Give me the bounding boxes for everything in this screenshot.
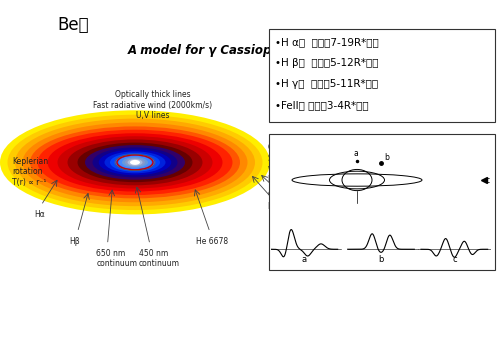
Ellipse shape bbox=[125, 158, 145, 167]
Text: Hβ: Hβ bbox=[69, 237, 80, 245]
Text: e = 0.72: e = 0.72 bbox=[268, 189, 300, 198]
Ellipse shape bbox=[114, 155, 156, 170]
Text: Keplerian
rotation
T(r) ∝ r⁻¹: Keplerian rotation T(r) ∝ r⁻¹ bbox=[12, 157, 49, 187]
Ellipse shape bbox=[85, 145, 185, 180]
Ellipse shape bbox=[68, 139, 202, 185]
Text: b: b bbox=[378, 255, 384, 264]
Text: b: b bbox=[384, 153, 390, 162]
Text: Balmer lines: Balmer lines bbox=[268, 175, 316, 184]
Ellipse shape bbox=[48, 133, 222, 191]
Ellipse shape bbox=[130, 160, 140, 165]
Text: Hα: Hα bbox=[34, 210, 45, 219]
Text: 450 nm
continuum: 450 nm continuum bbox=[139, 249, 180, 268]
Text: a: a bbox=[302, 255, 307, 264]
Text: •H γ：  形成在5-11R*之间: •H γ： 形成在5-11R*之间 bbox=[275, 79, 378, 89]
Ellipse shape bbox=[22, 122, 248, 202]
Text: He 6678: He 6678 bbox=[196, 237, 228, 245]
Ellipse shape bbox=[118, 156, 152, 169]
Ellipse shape bbox=[0, 110, 270, 214]
Text: Optically thick lines: Optically thick lines bbox=[114, 90, 190, 99]
Ellipse shape bbox=[30, 126, 240, 198]
Ellipse shape bbox=[104, 151, 166, 173]
Text: Photosphere: Photosphere bbox=[268, 202, 316, 211]
Text: c: c bbox=[452, 255, 456, 264]
Text: 650 nm
continuum: 650 nm continuum bbox=[96, 249, 138, 268]
Bar bbox=[269, 134, 495, 270]
Text: Slow radiative
wind (200km/s): Slow radiative wind (200km/s) bbox=[268, 154, 327, 173]
Text: Optically thin lines: Optically thin lines bbox=[268, 143, 340, 152]
Text: a: a bbox=[354, 149, 358, 158]
Text: Be星: Be星 bbox=[58, 16, 89, 34]
Text: •H α：  形成在7-19R*之间: •H α： 形成在7-19R*之间 bbox=[275, 37, 379, 47]
Text: U,V lines: U,V lines bbox=[136, 111, 169, 120]
Ellipse shape bbox=[15, 119, 255, 206]
Ellipse shape bbox=[128, 159, 142, 166]
Ellipse shape bbox=[58, 136, 212, 189]
Bar bbox=[269, 29, 495, 122]
Ellipse shape bbox=[110, 153, 160, 172]
Ellipse shape bbox=[8, 115, 262, 210]
Ellipse shape bbox=[78, 143, 192, 182]
Ellipse shape bbox=[92, 148, 178, 177]
Text: c: c bbox=[486, 176, 490, 185]
Text: •FeII： 形成在3-4R*之间: •FeII： 形成在3-4R*之间 bbox=[275, 100, 368, 110]
Text: •H β：  形成在5-12R*之间: •H β： 形成在5-12R*之间 bbox=[275, 58, 378, 68]
Text: Fast radiative wind (2000km/s): Fast radiative wind (2000km/s) bbox=[93, 101, 212, 109]
Circle shape bbox=[342, 169, 372, 191]
Ellipse shape bbox=[99, 150, 171, 175]
Text: A model for γ Cassiopeiae (B0.5IVe): A model for γ Cassiopeiae (B0.5IVe) bbox=[128, 44, 365, 57]
Ellipse shape bbox=[38, 130, 232, 195]
Ellipse shape bbox=[122, 157, 148, 168]
